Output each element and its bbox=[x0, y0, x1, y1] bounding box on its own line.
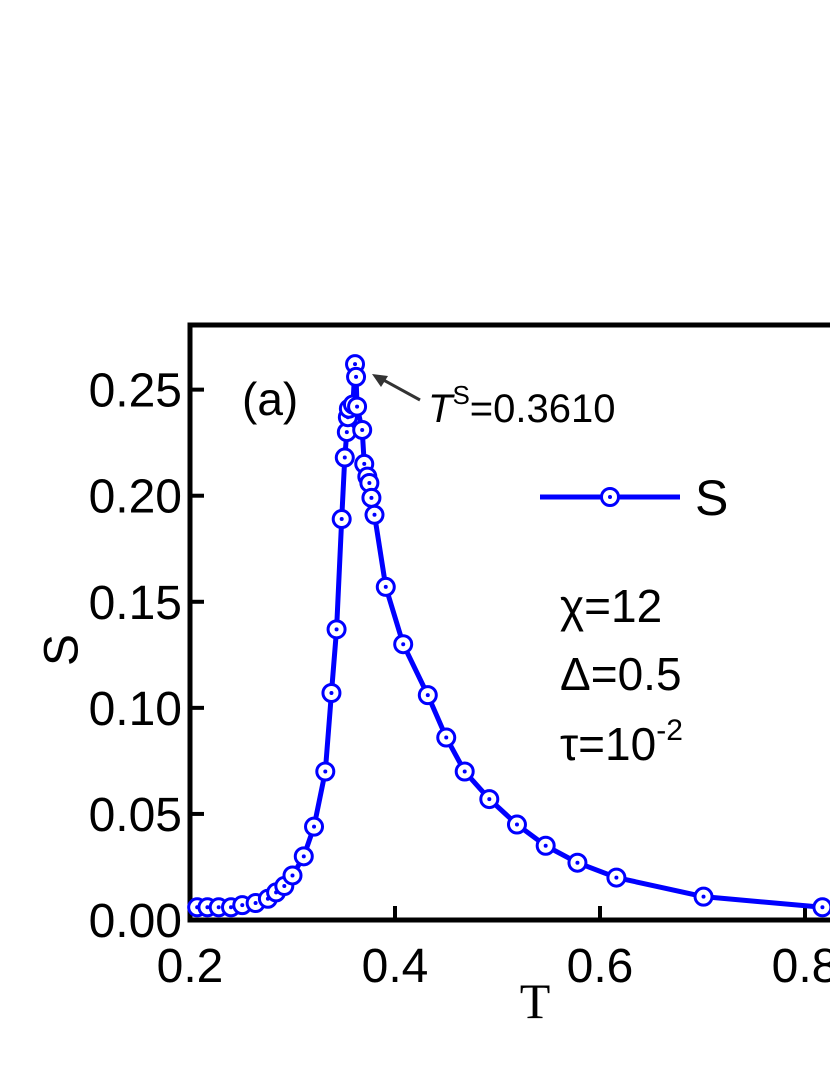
marker-dot bbox=[342, 455, 347, 460]
marker-dot bbox=[383, 584, 388, 589]
tau-sup: -2 bbox=[656, 714, 683, 747]
marker-dot bbox=[514, 822, 519, 827]
legend-marker-dot bbox=[608, 495, 612, 499]
y-tick-label: 0.10 bbox=[89, 683, 182, 736]
annotation-arrow bbox=[377, 375, 421, 402]
marker-dot bbox=[425, 693, 430, 698]
marker-dot bbox=[701, 894, 706, 899]
param: χ=12 bbox=[560, 580, 662, 632]
marker-dot bbox=[329, 691, 334, 696]
marker-dot bbox=[369, 495, 374, 500]
arrow-head bbox=[372, 374, 388, 387]
y-tick-label: 0.00 bbox=[89, 895, 182, 948]
marker-dot bbox=[362, 461, 367, 466]
marker-dot bbox=[323, 769, 328, 774]
marker-dot bbox=[401, 642, 406, 647]
x-tick-label: 0.8 bbox=[772, 940, 830, 993]
legend-label: S bbox=[695, 470, 728, 526]
marker-dot bbox=[344, 430, 349, 435]
marker-dot bbox=[205, 905, 210, 910]
marker-dot bbox=[575, 860, 580, 865]
marker-dot bbox=[543, 843, 548, 848]
x-axis-label: T bbox=[520, 973, 551, 1029]
marker-dot bbox=[353, 362, 358, 367]
y-tick-label: 0.25 bbox=[89, 365, 182, 418]
x-tick-label: 0.2 bbox=[157, 940, 224, 993]
marker-dot bbox=[355, 404, 360, 409]
marker-dot bbox=[301, 854, 306, 859]
marker-dot bbox=[360, 427, 365, 432]
y-tick-label: 0.05 bbox=[89, 789, 182, 842]
marker-dot bbox=[444, 735, 449, 740]
peak-sup: S bbox=[452, 380, 469, 410]
y-tick-label: 0.15 bbox=[89, 577, 182, 630]
y-tick-label: 0.20 bbox=[89, 471, 182, 524]
marker-dot bbox=[372, 512, 377, 517]
peak-annotation: TS=0.3610 bbox=[428, 380, 615, 431]
peak-rest: =0.3610 bbox=[470, 387, 616, 431]
marker-dot bbox=[487, 797, 492, 802]
x-tick-label: 0.4 bbox=[362, 940, 429, 993]
marker-dot bbox=[240, 903, 245, 908]
tau-base: τ=10 bbox=[560, 718, 656, 770]
marker-dot bbox=[820, 905, 825, 910]
plot-frame bbox=[187, 322, 830, 923]
param: Δ=0.5 bbox=[560, 648, 682, 700]
peak-base: T bbox=[428, 387, 455, 431]
marker-dot bbox=[312, 824, 317, 829]
param: τ=10-2 bbox=[560, 714, 683, 770]
marker-dot bbox=[614, 875, 619, 880]
x-tick-label: 0.6 bbox=[567, 940, 634, 993]
y-axis-label: S bbox=[36, 634, 89, 666]
marker-dot bbox=[290, 873, 295, 878]
marker-dot bbox=[339, 517, 344, 522]
marker-dot bbox=[229, 905, 233, 910]
marker-dot bbox=[367, 480, 372, 485]
marker-dot bbox=[216, 905, 221, 910]
marker-dot bbox=[462, 769, 467, 774]
marker-dot bbox=[282, 884, 287, 889]
marker-dot bbox=[334, 627, 339, 632]
marker-dot bbox=[253, 901, 258, 906]
panel-label: (a) bbox=[242, 373, 298, 425]
marker-dot bbox=[354, 374, 359, 379]
